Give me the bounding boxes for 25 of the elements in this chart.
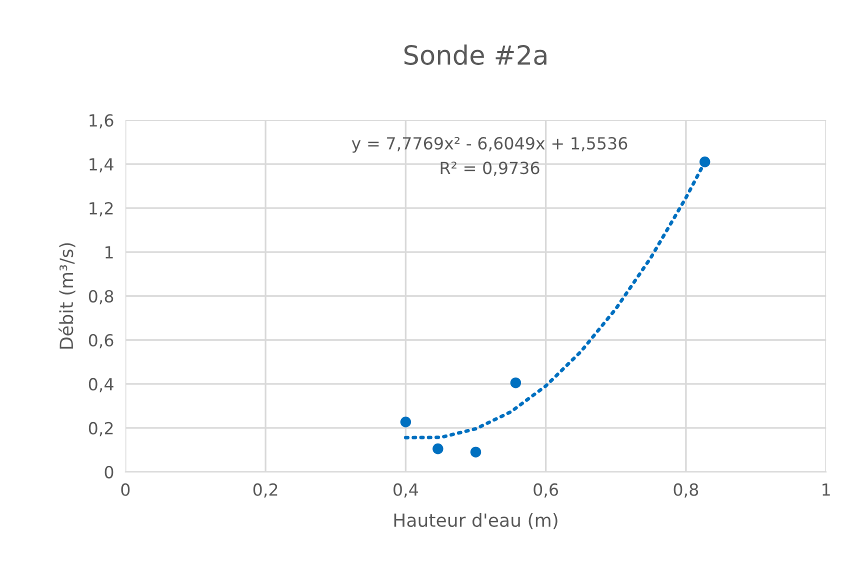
point [510, 377, 522, 388]
y-tick-label: 1,6 [90, 114, 114, 128]
point [699, 156, 710, 168]
y-axis-title: Débit (m³/s) [58, 243, 76, 349]
y-tick-label: 1 [106, 246, 113, 258]
y-tick-label: 0,8 [88, 290, 114, 304]
x-tick-label: 0,4 [394, 483, 418, 498]
x-tick-label: 0 [121, 483, 130, 496]
point [400, 416, 412, 428]
y-tick-label: 0 [104, 466, 114, 478]
annotation: R² = 0,9736 [440, 162, 540, 176]
y-tick-label: 0,6 [88, 334, 114, 348]
annotation: y = 7,7769x² - 6,6049x + 1,5536 [352, 136, 628, 153]
chart-title: Sonde #2a [404, 44, 546, 65]
y-tick-label: 0,4 [88, 378, 114, 392]
y-tick-label: 1,2 [90, 202, 113, 216]
x-tick-label: 0,8 [674, 483, 698, 498]
point [470, 446, 482, 458]
y-tick-label: 0,2 [88, 422, 113, 436]
x-tick-label: 0,2 [253, 483, 278, 498]
x-axis-title: Hauteur d'eau (m) [394, 513, 558, 530]
x-tick-label: 0,6 [534, 483, 558, 498]
x-tick-label: 1 [822, 484, 830, 496]
y-tick-label: 1,4 [90, 158, 114, 172]
point [432, 443, 444, 454]
